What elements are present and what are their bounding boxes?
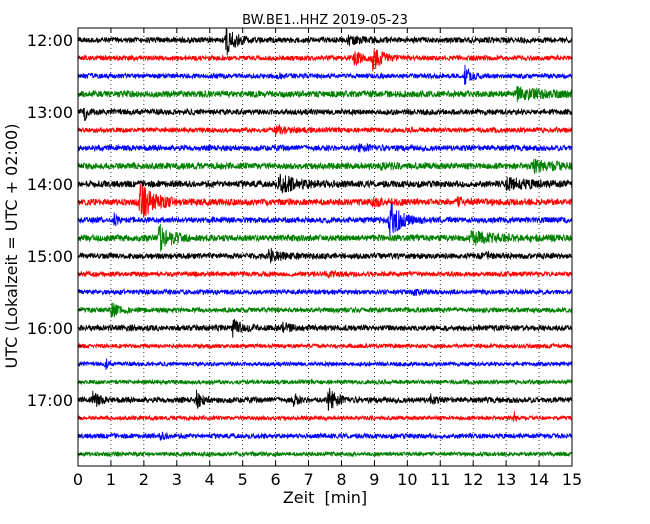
- trace-1230: [77, 64, 573, 85]
- trace-1300: [77, 107, 573, 122]
- trace-1630: [77, 358, 573, 370]
- y-tick-label-14:00: 14:00: [27, 175, 73, 194]
- x-tick-label-10: 10: [397, 470, 417, 489]
- chart-title: BW.BE1..HHZ 2019-05-23: [242, 13, 408, 28]
- trace-1700: [77, 387, 573, 411]
- y-tick-label-13:00: 13:00: [27, 103, 73, 122]
- y-axis-label: UTC (Lokalzeit = UTC + 02:00): [2, 124, 21, 369]
- trace-1500: [77, 247, 573, 264]
- trace-1515: [77, 270, 573, 279]
- seismogram-traces: [77, 27, 573, 458]
- x-tick-label-6: 6: [271, 470, 281, 489]
- y-tick-label-16:00: 16:00: [27, 319, 73, 338]
- trace-1715: [77, 411, 573, 423]
- trace-1245: [77, 85, 573, 103]
- trace-1330: [77, 142, 573, 153]
- trace-1415: [77, 183, 573, 218]
- x-tick-label-15: 15: [562, 470, 582, 489]
- trace-1615: [77, 342, 573, 350]
- trace-1445: [77, 223, 573, 252]
- trace-1430: [77, 202, 573, 238]
- plot-frame: [77, 27, 573, 467]
- x-axis-label: Zeit [min]: [283, 488, 367, 507]
- x-tick-label-2: 2: [139, 470, 149, 489]
- trace-1745: [77, 450, 573, 458]
- y-tick-label-12:00: 12:00: [27, 31, 73, 50]
- x-tick-label-4: 4: [205, 470, 215, 489]
- trace-1215: [77, 49, 573, 72]
- trace-1400: [77, 173, 573, 194]
- x-tick-label-1: 1: [106, 470, 116, 489]
- y-tick-label-15:00: 15:00: [27, 247, 73, 266]
- x-tick-label-14: 14: [529, 470, 549, 489]
- trace-1600: [77, 318, 573, 338]
- trace-1530: [77, 287, 573, 297]
- x-tick-label-11: 11: [430, 470, 450, 489]
- trace-1315: [77, 122, 573, 137]
- trace-1645: [77, 378, 573, 386]
- x-tick-label-7: 7: [303, 470, 313, 489]
- x-tick-label-13: 13: [496, 470, 516, 489]
- x-tick-label-8: 8: [336, 470, 346, 489]
- trace-1730: [77, 431, 573, 441]
- x-tick-label-5: 5: [238, 470, 248, 489]
- y-tick-label-17:00: 17:00: [27, 391, 73, 410]
- trace-1345: [77, 158, 573, 174]
- y-axis: 12:00 13:00 14:00 15:00 16:00 17:00: [27, 31, 82, 455]
- trace-1545: [77, 302, 573, 319]
- x-tick-label-0: 0: [73, 470, 83, 489]
- trace-1200: [77, 27, 573, 56]
- x-axis: 0 1 2 3 4 5 6 7 8 9 10 11 12 13 14 15: [73, 28, 582, 489]
- x-tick-label-12: 12: [463, 470, 483, 489]
- x-tick-label-3: 3: [172, 470, 182, 489]
- x-tick-label-9: 9: [369, 470, 379, 489]
